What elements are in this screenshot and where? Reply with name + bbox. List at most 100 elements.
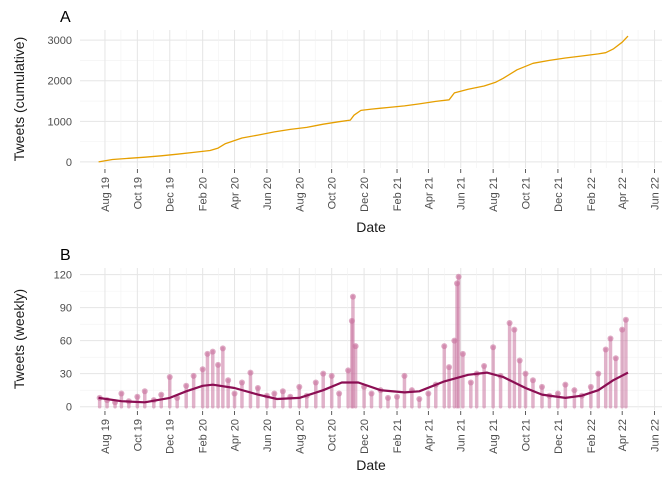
x-tick-label: Feb 22 (586, 419, 598, 453)
x-tick-label: Aug 21 (488, 177, 500, 212)
weekly-point (619, 326, 626, 333)
weekly-point (368, 390, 375, 397)
panel-b: 0 30 60 90 120 Aug 19 Oct 19 Dec 19 Feb 20 Apr 20… (11, 247, 662, 473)
weekly-point (118, 390, 125, 397)
y-axis-label: Tweets (weekly) (11, 289, 27, 389)
weekly-point (231, 390, 238, 397)
weekly-point (481, 362, 488, 369)
x-tick-label: Apr 20 (230, 419, 242, 451)
weekly-point (215, 361, 222, 368)
x-tick-label: Oct 20 (327, 177, 339, 209)
weekly-point (595, 370, 602, 377)
x-tick-label: Oct 19 (132, 177, 144, 209)
weekly-point (183, 382, 190, 389)
x-tick-label: Feb 21 (392, 419, 404, 453)
gridlines (80, 30, 662, 168)
x-tick-label: Apr 21 (423, 419, 435, 451)
x-tick-label: Feb 21 (392, 177, 404, 211)
weekly-point (209, 348, 216, 355)
y-tick-label: 120 (54, 270, 72, 282)
x-tick-label: Apr 22 (617, 419, 629, 451)
weekly-point (336, 390, 343, 397)
y-tick-label: 90 (60, 303, 72, 315)
weekly-point (490, 344, 497, 351)
weekly-point (204, 350, 211, 357)
x-tick-label: Dec 19 (165, 177, 177, 212)
x-tick-label: Aug 20 (294, 419, 306, 454)
x-tick-label: Jun 20 (262, 177, 274, 210)
weekly-point (254, 384, 261, 391)
x-tick-label: Jun 21 (456, 419, 468, 452)
weekly-point (511, 326, 518, 333)
weekly-point (349, 293, 356, 300)
x-tick-label: Dec 21 (553, 419, 565, 454)
y-tick-label: 3000 (48, 35, 72, 47)
weekly-point (622, 316, 629, 323)
weekly-point (538, 383, 545, 390)
y-axis-label: Tweets (cumulative) (11, 37, 27, 161)
weekly-point (247, 369, 254, 376)
x-tick-label: Feb 22 (586, 177, 598, 211)
y-tick-label: 60 (60, 336, 72, 348)
y-tick-label: 0 (66, 402, 72, 414)
x-tick-label: Aug 19 (100, 419, 112, 454)
weekly-point (571, 387, 578, 394)
panel-label: A (60, 9, 71, 26)
weekly-point (134, 393, 141, 400)
y-tick-label: 2000 (48, 76, 72, 88)
weekly-point (467, 379, 474, 386)
x-axis-label: Date (356, 219, 386, 235)
x-tick-label: Jun 21 (456, 177, 468, 210)
weekly-point (271, 390, 278, 397)
x-tick-label: Dec 19 (165, 419, 177, 454)
weekly-point (238, 379, 245, 386)
panel-label: B (60, 247, 71, 264)
x-tick-label: Oct 21 (521, 419, 533, 451)
weekly-point (416, 395, 423, 402)
x-tick-label: Oct 19 (132, 419, 144, 451)
weekly-point (522, 370, 529, 377)
x-tick-label: Dec 21 (553, 177, 565, 212)
x-tick-label: Jun 20 (262, 419, 274, 452)
x-tick-label: Aug 20 (294, 177, 306, 212)
x-tick-label: Aug 19 (100, 177, 112, 212)
weekly-point (312, 379, 319, 386)
weekly-point (459, 350, 466, 357)
weekly-point (141, 388, 148, 395)
x-tick-label: Dec 20 (359, 177, 371, 212)
weekly-point (446, 364, 453, 371)
weekly-point (401, 372, 408, 379)
x-tick-label: Jun 22 (650, 177, 662, 210)
y-tick-label: 30 (60, 369, 72, 381)
weekly-point (219, 345, 226, 352)
x-tick-label: Apr 21 (423, 177, 435, 209)
weekly-point (296, 383, 303, 390)
weekly-point (455, 273, 462, 280)
y-tick-label: 1000 (48, 116, 72, 128)
weekly-point (384, 394, 391, 401)
weekly-point (529, 377, 536, 384)
weekly-point (279, 388, 286, 395)
x-tick-label: Jun 22 (650, 419, 662, 452)
panel-a: 0 1000 2000 3000 Aug 19 Oct 19 Dec 19 Feb 20 Apr… (11, 9, 662, 235)
weekly-point (612, 355, 619, 362)
x-tick-label: Feb 20 (198, 177, 210, 211)
cumulative-tweets-line (98, 35, 629, 163)
weekly-point (225, 377, 232, 384)
weekly-point (602, 346, 609, 353)
weekly-point (506, 320, 513, 327)
weekly-point (516, 357, 523, 364)
y-tick-label: 0 (66, 157, 72, 169)
weekly-point (352, 343, 359, 350)
x-tick-label: Dec 20 (359, 419, 371, 454)
x-tick-label: Oct 20 (327, 419, 339, 451)
x-tick-label: Oct 21 (521, 177, 533, 209)
weekly-point (425, 390, 432, 397)
weekly-point (554, 390, 561, 397)
x-tick-label: Apr 22 (617, 177, 629, 209)
x-tick-label: Apr 20 (230, 177, 242, 209)
weekly-point (441, 343, 448, 350)
weekly-point (394, 393, 401, 400)
x-axis-label: Date (356, 457, 386, 473)
